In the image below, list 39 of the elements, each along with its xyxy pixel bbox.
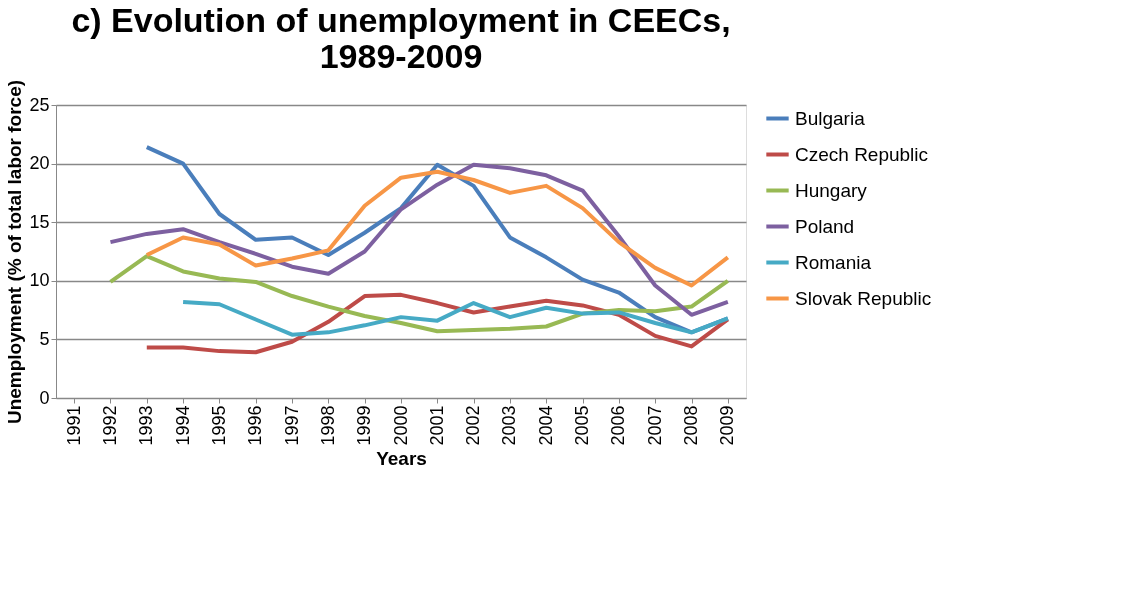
x-tick-label: 2004 [535,405,556,446]
x-tick-label: 1996 [245,405,266,446]
legend-label: Poland [795,215,855,237]
y-tick-label: 10 [29,270,50,291]
x-tick-label: 2003 [499,405,520,446]
x-tick-label: 1991 [63,405,84,446]
line-series [144,169,730,288]
y-tick-label: 5 [39,328,50,349]
line-series [181,299,730,337]
x-tick-label: 2007 [644,405,665,446]
legend-label: Slovak Republic [795,287,932,309]
line-series [108,254,730,334]
x-tick-label: 2000 [390,405,411,446]
y-tick-label: 25 [29,94,50,115]
legend-label: Bulgaria [795,107,866,129]
x-tick-label: 1999 [354,405,375,446]
y-tick-label: 0 [39,387,50,408]
x-tick-label: 1995 [208,405,229,446]
text: c) Evolution of unemployment in CEECs, [71,1,731,40]
legend-label: Czech Republic [795,143,929,165]
x-tick-label: 2001 [426,405,447,446]
x-tick-label: 1997 [281,405,302,446]
legend-label: Romania [795,251,872,273]
y-tick-label: 20 [29,153,50,174]
line-series [144,292,730,355]
line-series [108,162,730,317]
x-tick-label: 2002 [463,405,484,446]
y-axis-title: Unemployment (% of total labor force) [4,79,26,425]
x-tick-label: 2008 [681,405,702,446]
y-tick-label: 15 [29,211,50,232]
x-tick-label: 2009 [717,405,738,446]
legend-label: Hungary [795,179,868,201]
x-tick-label: 2005 [572,405,593,446]
x-tick-label: 1992 [99,405,120,446]
x-tick-label: 2006 [608,405,629,446]
x-tick-label: 1994 [172,405,193,446]
x-tick-label: 1993 [136,405,157,446]
x-axis-title: Years [376,447,427,469]
x-tick-label: 1998 [317,405,338,446]
